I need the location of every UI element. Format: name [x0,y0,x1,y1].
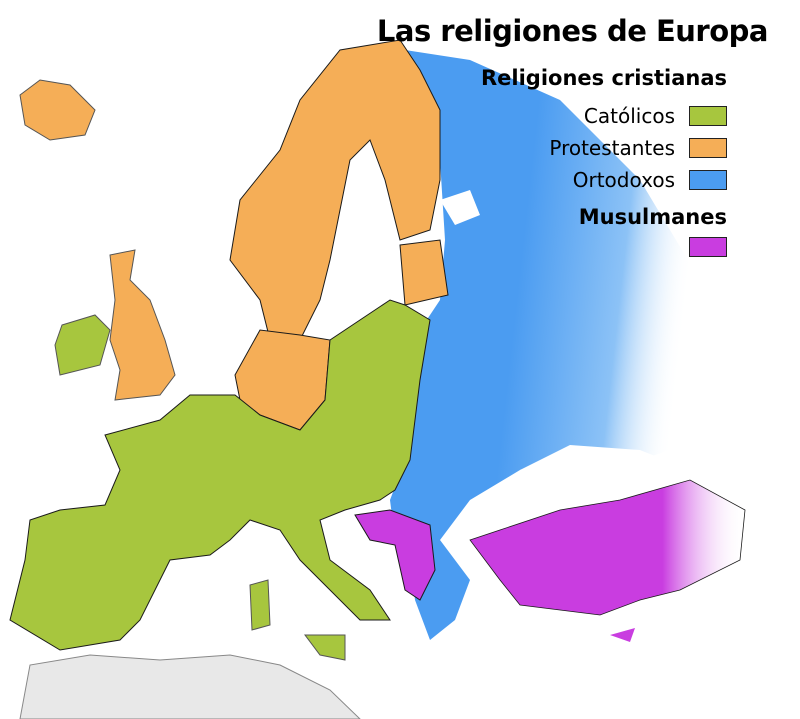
protestant-scandinavia [229,39,441,341]
north-africa-region [19,654,361,719]
legend-item-orthodox: Ortodoxos [573,168,727,192]
catholic-ireland [54,314,111,376]
protestant-britain [109,249,176,401]
legend-swatch [689,138,727,158]
muslim-balkans [354,509,436,601]
protestant-baltics [399,239,449,306]
legend-label: Católicos [583,104,675,128]
legend-item-catholic: Católicos [584,104,727,128]
legend-swatch [689,170,727,190]
legend-muslim-heading: Musulmanes [578,205,727,229]
muslim-turkey [469,479,746,616]
legend-swatch-muslim [689,237,727,257]
catholic-continent [9,299,431,651]
legend-label: Protestantes [549,136,675,160]
white-sea [440,190,480,225]
legend-item-protestant: Protestantes [549,136,727,160]
black-sea [520,445,690,500]
muslim-cyprus [610,628,635,642]
legend-swatch [689,106,727,126]
catholic-sardinia [249,579,271,631]
map-title: Las religiones de Europa [376,14,769,48]
protestant-iceland [19,79,96,141]
legend-label: Ortodoxos [572,168,675,192]
legend-christian-heading: Religiones cristianas [480,66,727,90]
catholic-sicily [304,634,346,661]
